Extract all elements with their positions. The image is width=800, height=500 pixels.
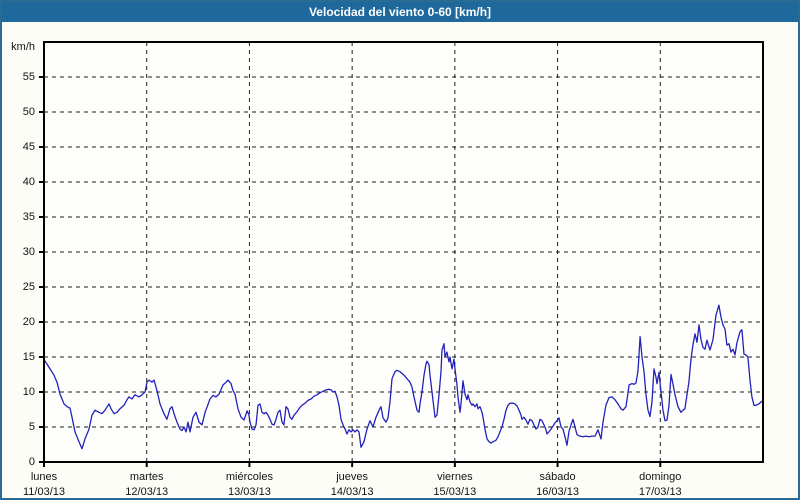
y-tick-label: 0 <box>28 456 35 468</box>
y-tick-label: 50 <box>22 106 35 118</box>
x-day-date-label: 13/03/13 <box>228 486 271 498</box>
y-tick-label: 30 <box>22 246 35 258</box>
chart-svg <box>39 41 764 467</box>
y-tick-label: 10 <box>22 386 35 398</box>
y-tick-label: 55 <box>22 71 35 83</box>
y-tick-label: 20 <box>22 316 35 328</box>
chart-title: Velocidad del viento 0-60 [km/h] <box>308 5 492 19</box>
x-day-date-label: 15/03/13 <box>433 486 477 498</box>
x-day-name-label: miércoles <box>225 471 273 483</box>
x-day-date-label: 17/03/13 <box>638 486 682 498</box>
x-day-date-label: 12/03/13 <box>125 486 169 498</box>
plot-background <box>44 42 763 462</box>
x-day-date-label: 11/03/13 <box>22 486 65 498</box>
y-tick-label: 15 <box>22 351 35 363</box>
y-tick-label: 40 <box>22 176 35 188</box>
x-day-name-label: jueves <box>336 471 369 483</box>
x-day-name-label: martes <box>129 471 164 483</box>
plot-border <box>43 41 764 463</box>
y-tick-label: 45 <box>22 141 35 153</box>
x-day-date-label: 16/03/13 <box>536 486 579 498</box>
chart-title-bar: Velocidad del viento 0-60 [km/h] <box>2 2 798 22</box>
x-day-name-label: lunes <box>30 471 58 483</box>
x-day-name-label: viernes <box>437 471 473 483</box>
y-tick-label: 25 <box>22 281 35 293</box>
x-day-name-label: domingo <box>639 471 682 483</box>
wind-speed-line <box>43 304 763 450</box>
y-tick-label: 35 <box>22 211 35 223</box>
x-day-date-label: 14/03/13 <box>330 486 374 498</box>
y-tick-label: 5 <box>28 421 35 433</box>
y-axis-unit-label: km/h <box>11 41 35 53</box>
x-day-name-label: sábado <box>539 471 576 483</box>
